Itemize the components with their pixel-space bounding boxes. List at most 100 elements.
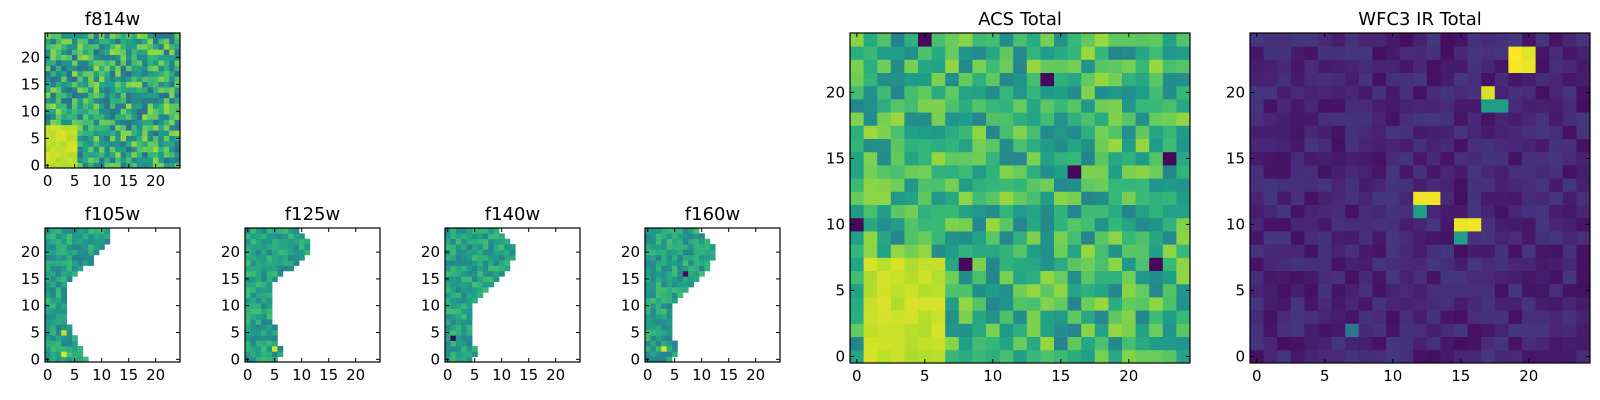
- heatmap-cell: [493, 233, 500, 240]
- heatmap-cell: [1440, 217, 1455, 232]
- heatmap-cell: [450, 265, 457, 272]
- heatmap-cell: [1277, 112, 1292, 126]
- heatmap-cell: [1054, 323, 1068, 337]
- heatmap-cell: [1481, 85, 1496, 100]
- heatmap-cell: [261, 265, 267, 272]
- heatmap-cell: [93, 108, 100, 115]
- heatmap-cell: [1122, 323, 1136, 337]
- heatmap-cell: [104, 38, 111, 45]
- heatmap-cell: [655, 286, 662, 293]
- heatmap-cell: [958, 125, 973, 139]
- heatmap-cell: [174, 38, 181, 45]
- heatmap-cell: [445, 244, 451, 250]
- heatmap-cell: [1122, 125, 1136, 139]
- heatmap-cell: [120, 103, 127, 109]
- heatmap-cell: [1454, 165, 1468, 179]
- heatmap-cell: [1277, 297, 1292, 311]
- heatmap-cell: [1318, 204, 1332, 219]
- heatmap-cell: [120, 119, 127, 126]
- y-tick-label: 0: [230, 350, 240, 368]
- heatmap-cell: [153, 76, 159, 82]
- heatmap-cell: [693, 270, 700, 277]
- heatmap-cell: [153, 87, 159, 93]
- heatmap-cell: [688, 260, 694, 266]
- heatmap-cell: [61, 281, 67, 288]
- heatmap-cell: [1467, 217, 1482, 232]
- heatmap-cell: [88, 49, 94, 55]
- heatmap-cell: [450, 345, 457, 352]
- heatmap-cell: [1345, 151, 1360, 166]
- heatmap-cell: [1108, 165, 1123, 179]
- heatmap-cell: [266, 335, 273, 341]
- heatmap-cell: [174, 92, 181, 99]
- heatmap-cell: [1399, 191, 1414, 205]
- heatmap-cell: [66, 49, 73, 55]
- heatmap-cell: [958, 46, 973, 60]
- heatmap-cell: [1263, 46, 1278, 60]
- heatmap-cell: [1494, 151, 1509, 166]
- heatmap-cell: [93, 119, 100, 126]
- heatmap-cell: [850, 191, 864, 205]
- heatmap-cell: [1535, 151, 1550, 166]
- heatmap-cell: [1522, 217, 1536, 232]
- heatmap-cell: [272, 276, 278, 282]
- heatmap-cell: [88, 108, 94, 115]
- heatmap-cell: [50, 260, 57, 266]
- heatmap-cell: [958, 151, 973, 166]
- heatmap-cell: [850, 270, 864, 285]
- heatmap-cell: [1426, 59, 1441, 73]
- heatmap-cell: [450, 244, 457, 250]
- heatmap-cell: [55, 49, 62, 55]
- heatmap-cell: [1263, 72, 1278, 87]
- heatmap-cell: [1467, 46, 1482, 60]
- heatmap-cell: [1054, 257, 1068, 271]
- heatmap-cell: [1576, 33, 1591, 47]
- heatmap-cell: [1440, 59, 1455, 73]
- heatmap-cell: [255, 260, 262, 266]
- heatmap-cell: [1149, 231, 1164, 245]
- heatmap-cell: [72, 157, 78, 163]
- heatmap-cell: [131, 60, 138, 66]
- heatmap-cell: [163, 54, 170, 61]
- heatmap-cell: [61, 335, 67, 341]
- heatmap-cell: [77, 238, 84, 245]
- heatmap-cell: [50, 233, 57, 240]
- heatmap-cell: [682, 276, 689, 282]
- heatmap-cell: [688, 270, 694, 277]
- heatmap-cell: [153, 38, 159, 45]
- heatmap-cell: [45, 308, 51, 315]
- heatmap-cell: [972, 151, 987, 166]
- heatmap-cell: [1094, 217, 1109, 232]
- heatmap-cell: [169, 146, 175, 153]
- heatmap-cell: [1576, 204, 1591, 219]
- heatmap-cell: [55, 97, 62, 104]
- heatmap-cell: [104, 33, 111, 39]
- heatmap-cell: [104, 70, 111, 77]
- heatmap-cell: [120, 97, 127, 104]
- heatmap-cell: [45, 43, 51, 50]
- heatmap-cell: [461, 319, 467, 325]
- heatmap-cell: [863, 310, 878, 324]
- heatmap-cell: [45, 335, 51, 341]
- y-tick-label: 20: [221, 243, 240, 261]
- heatmap-cell: [55, 265, 62, 272]
- heatmap-cell: [163, 60, 170, 66]
- heatmap-cell: [131, 49, 138, 55]
- heatmap-cell: [455, 292, 462, 299]
- heatmap-cell: [655, 270, 662, 277]
- heatmap-cell: [1108, 125, 1123, 139]
- heatmap-cell: [1263, 297, 1278, 311]
- heatmap-cell: [77, 49, 84, 55]
- heatmap-cell: [136, 141, 143, 147]
- heatmap-cell: [677, 276, 684, 282]
- heatmap-cell: [82, 97, 89, 104]
- heatmap-cell: [66, 33, 73, 39]
- heatmap-cell: [288, 228, 294, 234]
- heatmap-cell: [504, 238, 511, 245]
- y-tick-label: 20: [21, 48, 40, 66]
- heatmap-cell: [299, 244, 305, 250]
- heatmap-cell: [986, 72, 1000, 87]
- heatmap-cell: [1549, 46, 1564, 60]
- heatmap-cell: [1290, 244, 1305, 258]
